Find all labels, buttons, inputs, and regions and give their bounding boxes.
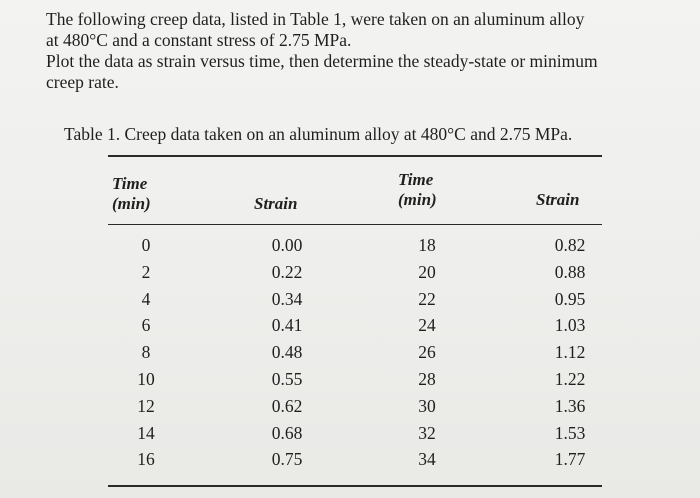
header-time-2: Time (min) bbox=[398, 170, 437, 210]
problem-line: creep rate. bbox=[46, 72, 119, 92]
strain-cell: 0.75 bbox=[271, 449, 303, 470]
time-cell: 4 bbox=[141, 288, 151, 309]
strain-cell: 0.55 bbox=[271, 368, 303, 389]
strain-cell: 0.95 bbox=[554, 288, 586, 309]
problem-line: Plot the data as strain versus time, the… bbox=[46, 51, 598, 71]
strain-column-right: 0.82 0.88 0.95 1.03 1.12 1.22 1.36 1.53 1.77 bbox=[545, 232, 595, 473]
strain-column-left: 0.00 0.22 0.34 0.41 0.48 0.55 0.62 0.68 0.75 bbox=[262, 232, 312, 473]
header-time-1: Time (min) bbox=[112, 174, 151, 214]
header-strain-2: Strain bbox=[536, 190, 580, 209]
strain-cell: 0.48 bbox=[271, 342, 303, 363]
time-cell: 6 bbox=[141, 315, 151, 336]
time-cell: 30 bbox=[418, 395, 436, 416]
problem-line: at 480°C and a constant stress of 2.75 M… bbox=[46, 30, 352, 50]
time-cell: 0 bbox=[141, 235, 151, 255]
strain-cell: 0.22 bbox=[271, 261, 303, 282]
header-strain-1: Strain bbox=[254, 194, 298, 213]
header-time-unit: (min) bbox=[112, 194, 151, 213]
strain-cell: 0.00 bbox=[271, 235, 303, 255]
time-cell: 24 bbox=[418, 315, 436, 336]
time-cell: 18 bbox=[418, 235, 436, 255]
time-column-right: 18 20 22 24 26 28 30 32 34 bbox=[405, 232, 449, 473]
time-cell: 22 bbox=[418, 288, 436, 309]
strain-cell: 1.12 bbox=[554, 342, 586, 363]
strain-cell: 1.77 bbox=[554, 449, 586, 470]
table-caption: Table 1. Creep data taken on an aluminum… bbox=[64, 124, 573, 144]
table-top-rule bbox=[108, 155, 602, 157]
time-cell: 8 bbox=[141, 342, 151, 363]
problem-line: The following creep data, listed in Tabl… bbox=[46, 9, 585, 29]
problem-statement: The following creep data, listed in Tabl… bbox=[46, 9, 686, 93]
time-cell: 26 bbox=[418, 342, 436, 363]
time-cell: 14 bbox=[137, 422, 155, 443]
time-cell: 2 bbox=[141, 261, 151, 282]
time-column-left: 0 2 4 6 8 10 12 14 16 bbox=[124, 232, 168, 473]
strain-cell: 1.53 bbox=[554, 422, 586, 443]
time-cell: 20 bbox=[418, 261, 436, 282]
table-header-rule bbox=[108, 224, 602, 225]
strain-cell: 0.62 bbox=[271, 395, 303, 416]
time-cell: 16 bbox=[137, 449, 155, 470]
strain-cell: 1.36 bbox=[554, 395, 586, 416]
strain-cell: 0.34 bbox=[271, 288, 303, 309]
strain-cell: 1.03 bbox=[554, 315, 586, 336]
strain-cell: 0.41 bbox=[271, 315, 303, 336]
time-cell: 32 bbox=[418, 422, 436, 443]
header-time-label: Time bbox=[398, 170, 434, 189]
table-bottom-rule bbox=[108, 485, 602, 487]
strain-cell: 0.68 bbox=[271, 422, 303, 443]
header-time-label: Time bbox=[112, 174, 148, 193]
strain-cell: 1.22 bbox=[554, 368, 586, 389]
time-cell: 34 bbox=[418, 449, 436, 470]
strain-cell: 0.88 bbox=[554, 261, 586, 282]
time-cell: 28 bbox=[418, 368, 436, 389]
time-cell: 12 bbox=[137, 395, 155, 416]
strain-cell: 0.82 bbox=[554, 235, 586, 255]
time-cell: 10 bbox=[137, 368, 155, 389]
header-time-unit: (min) bbox=[398, 190, 437, 209]
